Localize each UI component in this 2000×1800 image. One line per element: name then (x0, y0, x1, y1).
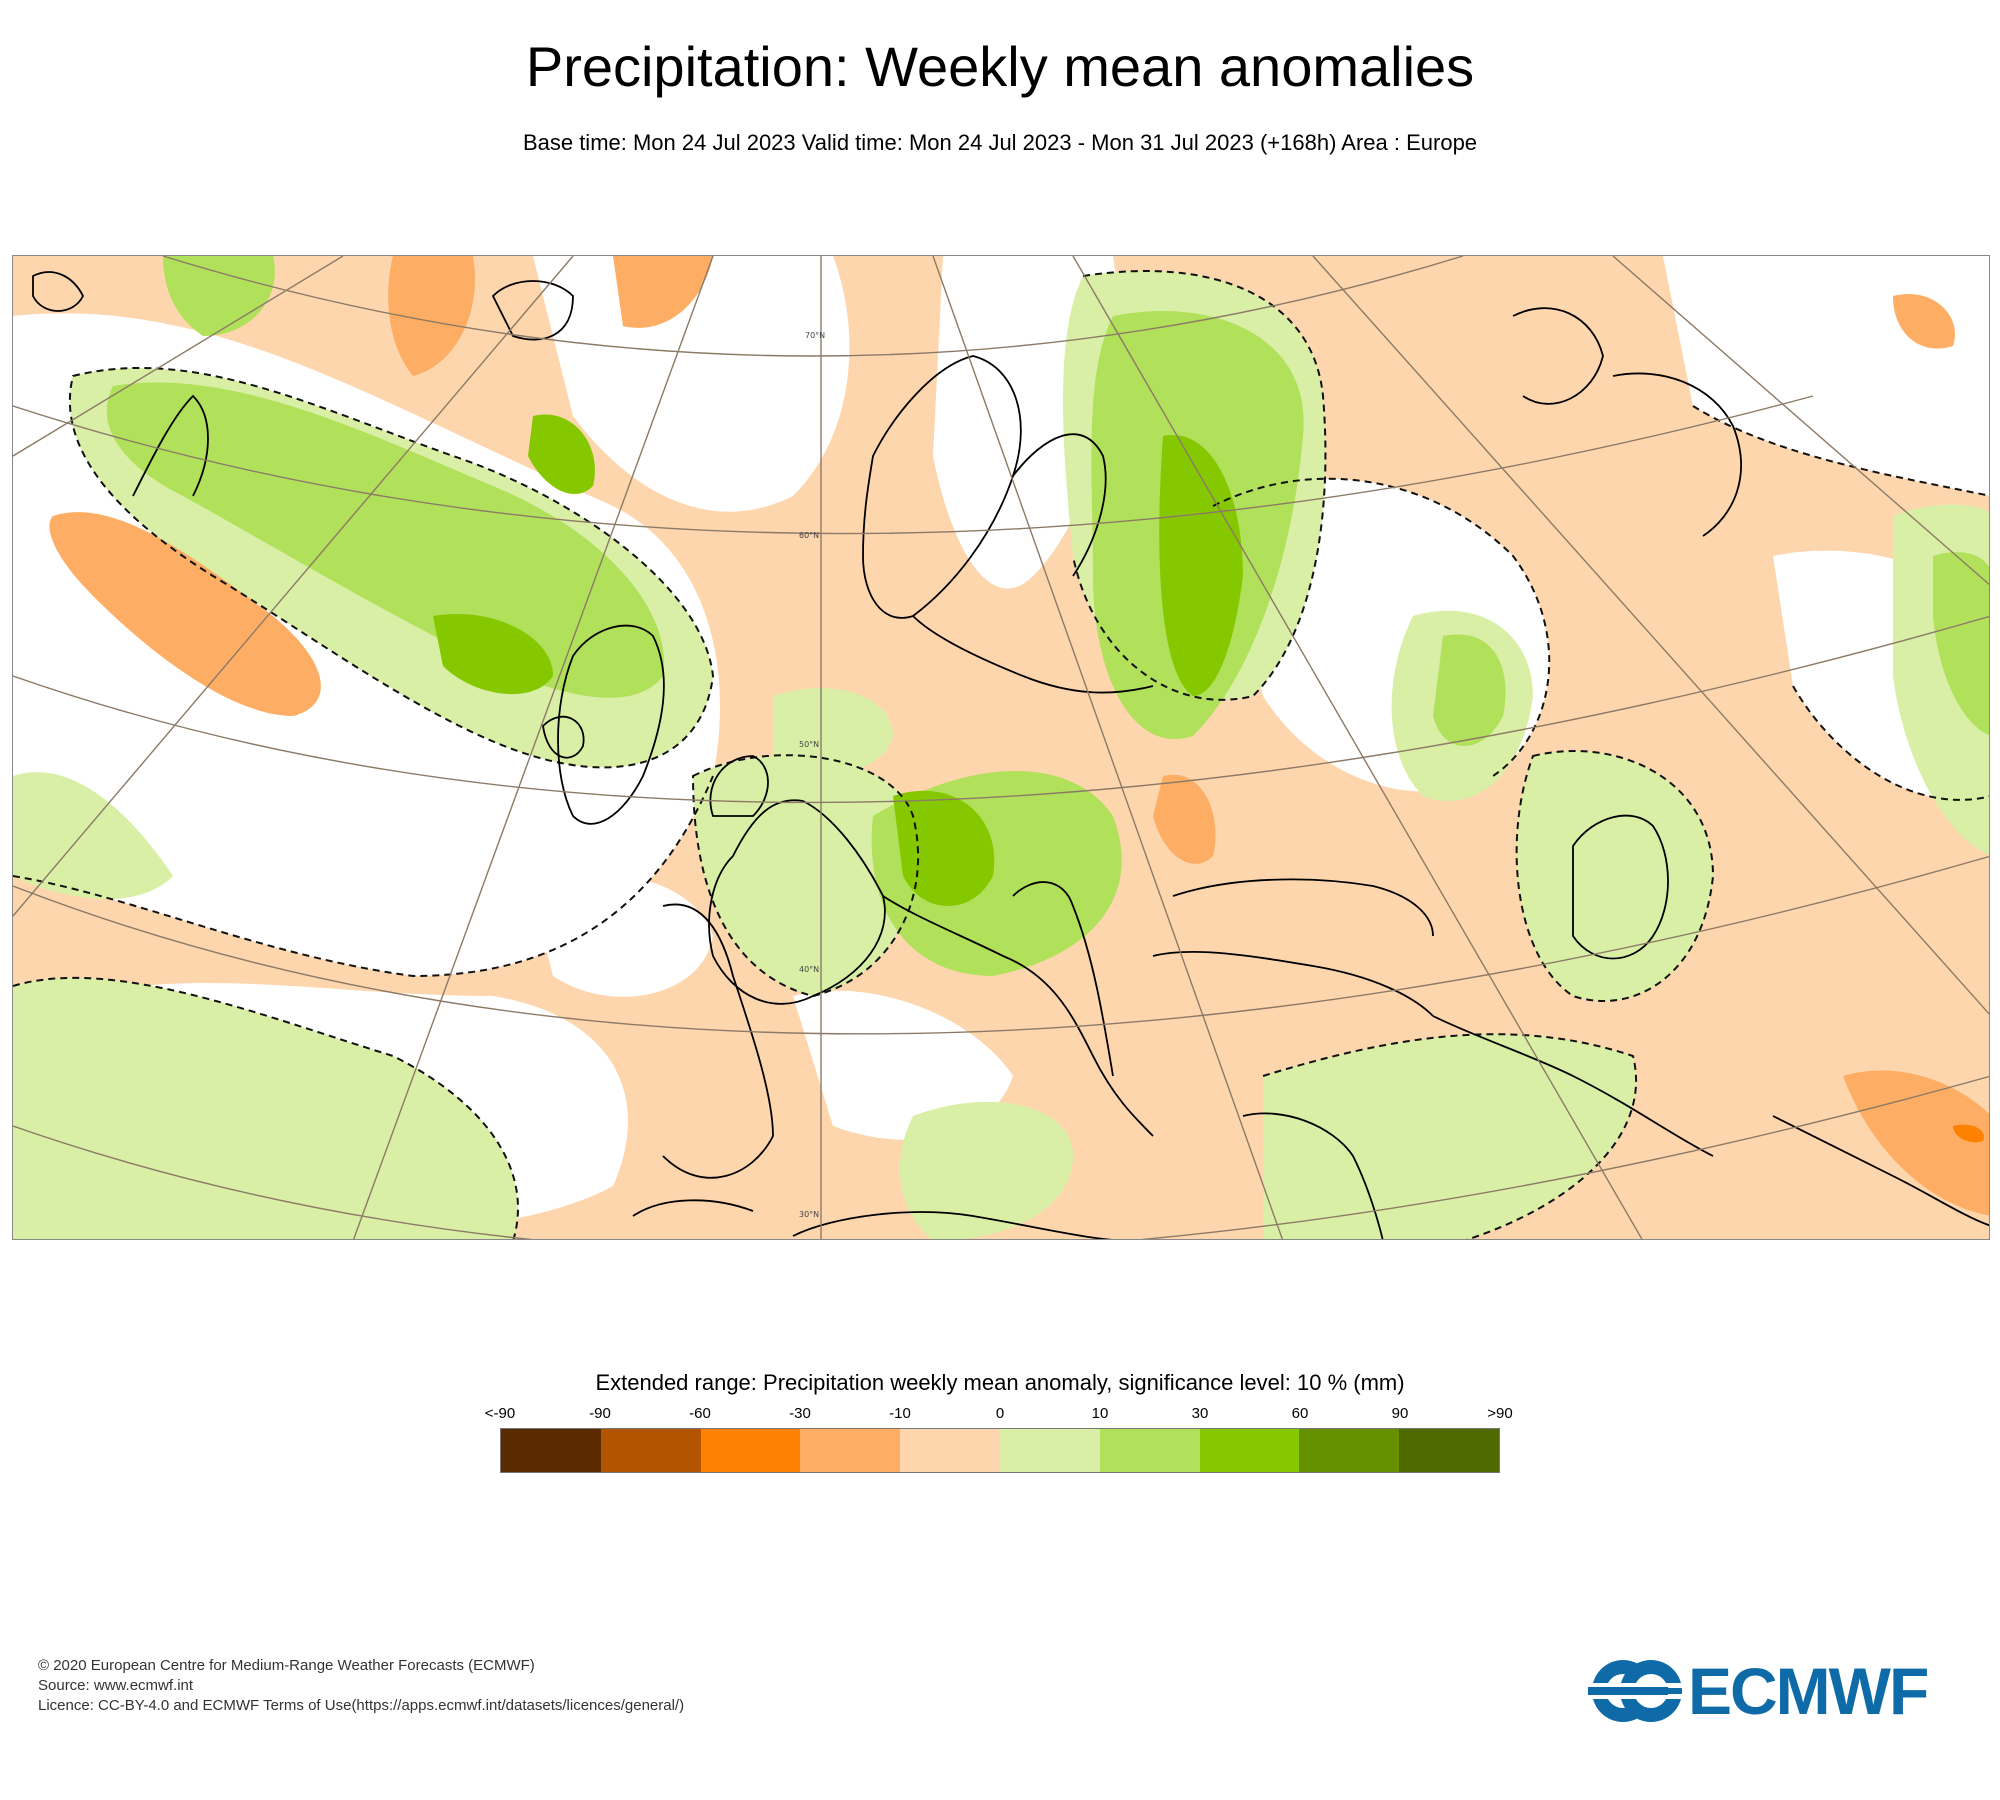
legend-tick: >90 (1487, 1405, 1513, 1422)
legend-tick: 30 (1191, 1405, 1209, 1422)
lat-label-30: 30°N (799, 1210, 819, 1219)
negative-60-regions (1953, 1124, 1984, 1143)
lat-label-60: 60°N (799, 531, 819, 540)
legend-swatch-9 (1399, 1429, 1499, 1472)
graticule (13, 256, 1989, 1239)
legend-ticks: <-90 -90 -60 -30 -10 0 10 30 60 90 >90 (0, 1405, 2000, 1425)
lat-label-40: 40°N (799, 965, 819, 974)
legend-swatch-2 (700, 1429, 801, 1472)
ecmwf-logo-icon (1588, 1660, 1684, 1722)
lat-label-70: 70°N (805, 331, 825, 340)
coastlines (32, 271, 1989, 1239)
legend-tick: 60 (1291, 1405, 1309, 1422)
legend-swatch-5 (999, 1429, 1100, 1472)
legend-swatch-4 (900, 1429, 1000, 1472)
latitude-labels: 70°N 60°N 50°N 40°N 30°N (799, 331, 825, 1219)
legend-tick: 10 (1091, 1405, 1109, 1422)
legend-swatch-0 (501, 1429, 601, 1472)
legend-tick: -10 (889, 1405, 911, 1422)
chart-subtitle: Base time: Mon 24 Jul 2023 Valid time: M… (522, 130, 1478, 155)
anomaly-map: 70°N 60°N 50°N 40°N 30°N (12, 255, 1990, 1240)
ecmwf-logo-text: ECMWF (1688, 1654, 1929, 1728)
legend-title: Extended range: Precipitation weekly mea… (595, 1370, 1405, 1395)
legend-swatch-1 (600, 1429, 701, 1472)
licence-text: Licence: CC-BY-4.0 and ECMWF Terms of Us… (38, 1697, 685, 1714)
legend-swatch-3 (800, 1429, 901, 1472)
copyright-text: © 2020 European Centre for Medium-Range … (38, 1657, 535, 1674)
credits: © 2020 European Centre for Medium-Range … (38, 1656, 684, 1716)
legend-swatch-7 (1199, 1429, 1300, 1472)
source-text: Source: www.ecmwf.int (38, 1677, 194, 1694)
legend-swatch-6 (1099, 1429, 1200, 1472)
legend-swatch-8 (1299, 1429, 1400, 1472)
ecmwf-logo: ECMWF (1588, 1656, 1968, 1726)
significance-contours (13, 270, 1989, 1239)
legend-colorbar (500, 1428, 1500, 1473)
lat-label-50: 50°N (799, 740, 819, 749)
legend-tick: -90 (589, 1405, 611, 1422)
legend-tick: -60 (689, 1405, 711, 1422)
map-canvas: 70°N 60°N 50°N 40°N 30°N (13, 256, 1989, 1239)
positive-60-regions (433, 414, 1243, 906)
legend-tick: 90 (1391, 1405, 1409, 1422)
legend-tick: 0 (995, 1405, 1005, 1422)
negative-30-regions (49, 256, 1989, 1216)
legend-tick: -30 (789, 1405, 811, 1422)
legend-tick: <-90 (484, 1405, 516, 1422)
chart-title: Precipitation: Weekly mean anomalies (525, 35, 1475, 98)
